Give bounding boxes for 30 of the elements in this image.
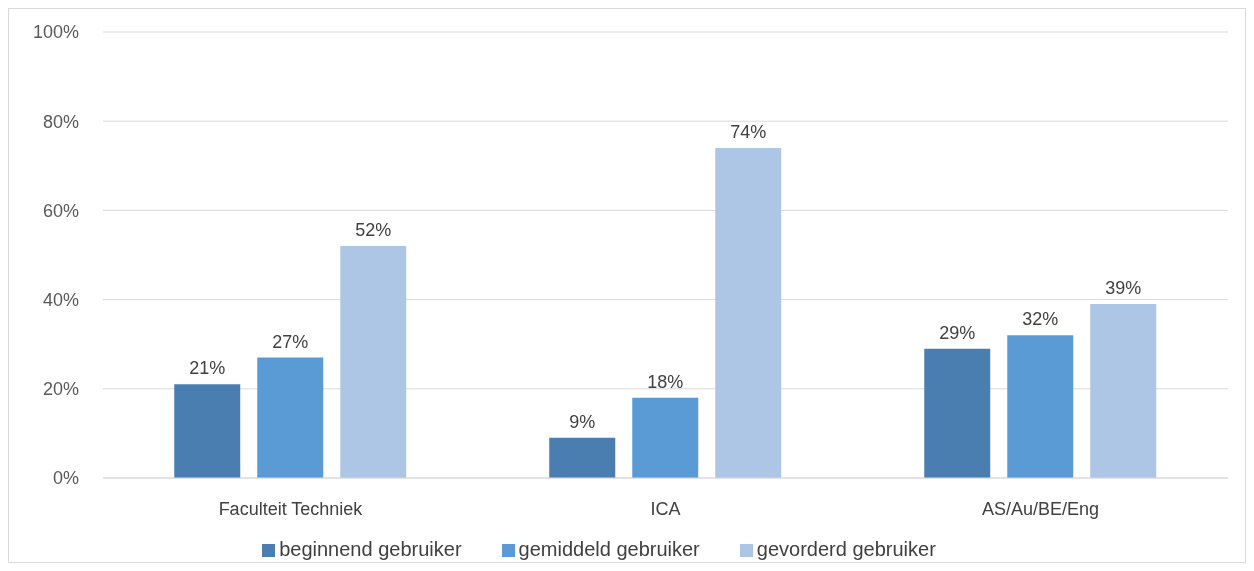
- data-label: 29%: [939, 322, 976, 343]
- data-label: 32%: [1022, 309, 1059, 330]
- x-tick-label: Faculteit Techniek: [218, 498, 364, 519]
- data-label: 39%: [1105, 278, 1142, 299]
- legend-label: gemiddeld gebruiker: [518, 538, 700, 560]
- legend-label: beginnend gebruiker: [279, 538, 462, 560]
- bar: [1090, 304, 1157, 478]
- y-tick-label: 100%: [32, 22, 79, 43]
- y-tick-label: 40%: [42, 289, 79, 310]
- bar: [924, 348, 991, 478]
- data-label: 74%: [730, 121, 767, 142]
- bar: [1007, 335, 1074, 478]
- bar: [257, 357, 324, 478]
- x-tick-label: AS/Au/BE/Eng: [981, 498, 1100, 519]
- y-tick-label: 80%: [42, 111, 79, 132]
- bar: [632, 397, 699, 478]
- data-label: 9%: [569, 411, 596, 432]
- bar: [340, 246, 407, 478]
- x-tick-label: ICA: [650, 498, 681, 519]
- data-label: 52%: [355, 220, 392, 241]
- y-tick-label: 20%: [42, 379, 79, 400]
- bar: [549, 437, 616, 478]
- data-label: 18%: [647, 371, 684, 392]
- y-tick-label: 0%: [52, 468, 79, 489]
- bar: [715, 147, 782, 478]
- data-label: 21%: [189, 358, 226, 379]
- data-label: 27%: [272, 331, 309, 352]
- y-tick-label: 60%: [42, 200, 79, 221]
- legend-label: gevorderd gebruiker: [756, 538, 936, 560]
- bar: [174, 384, 241, 478]
